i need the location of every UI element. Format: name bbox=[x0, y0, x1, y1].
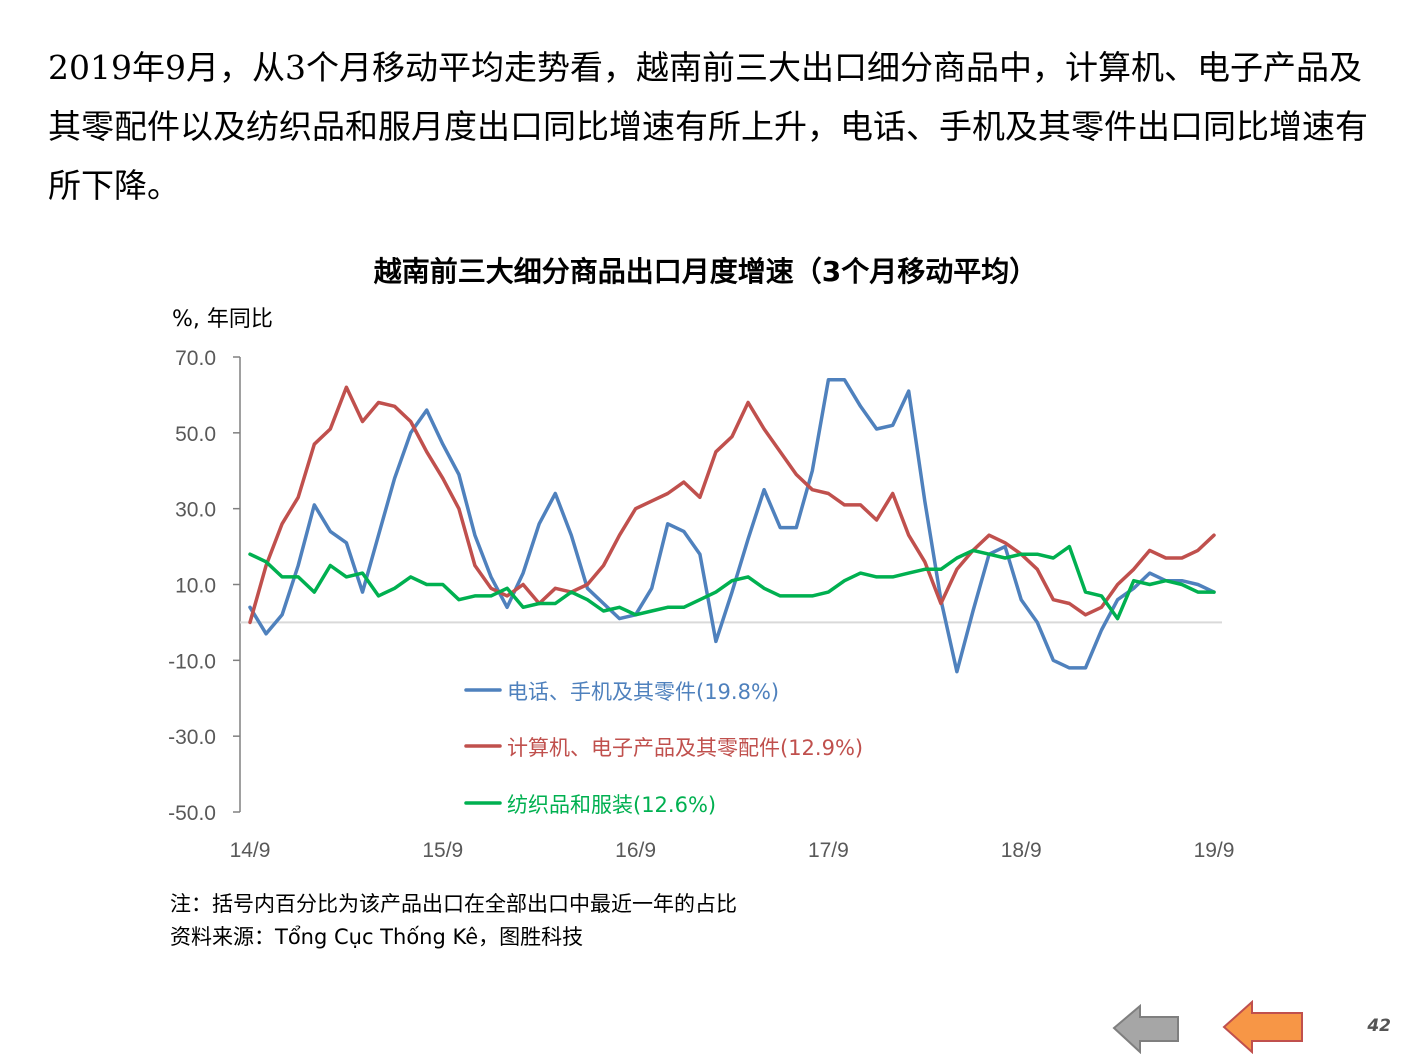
source-note: 资料来源：Tổng Cục Thống Kê，图胜科技 bbox=[170, 925, 584, 949]
series-line-1 bbox=[248, 378, 1216, 674]
x-tick-label: 17/9 bbox=[808, 839, 849, 862]
chart: %, 年同比 70.0 50.0 30.0 10.0 -10.0 -30.0 -50.0 14/… bbox=[168, 307, 1234, 862]
x-tick-label: 15/9 bbox=[422, 839, 463, 862]
y-axis-label: %, 年同比 bbox=[172, 307, 273, 332]
left-arrow-gray-icon bbox=[1112, 1004, 1179, 1054]
x-tick-label: 19/9 bbox=[1194, 839, 1235, 862]
footnote: 注：括号内百分比为该产品出口在全部出口中最近一年的占比 bbox=[170, 892, 737, 916]
x-tick-label: 16/9 bbox=[615, 839, 656, 862]
chart-legend: 电话、手机及其零件(19.8%) 计算机、电子产品及其零配件(12.9%) 纺织品和… bbox=[464, 680, 863, 817]
left-arrow-orange-icon bbox=[1222, 1000, 1303, 1054]
x-tick-label: 18/9 bbox=[1001, 839, 1042, 862]
notes: 注：括号内百分比为该产品出口在全部出口中最近一年的占比 资料来源：Tổng Cụ… bbox=[170, 888, 737, 954]
x-tick-label: 14/9 bbox=[230, 839, 271, 862]
previous-page-button[interactable] bbox=[1112, 1004, 1182, 1054]
page-number: 42 bbox=[1367, 1016, 1391, 1036]
chart-title: 越南前三大细分商品出口月度增速（3个月移动平均） bbox=[373, 255, 1038, 288]
series-line-2 bbox=[248, 385, 1216, 625]
y-tick-label: -10.0 bbox=[168, 650, 216, 673]
legend-label: 纺织品和服装(12.6%) bbox=[507, 793, 716, 817]
y-tick-label: 10.0 bbox=[175, 575, 216, 598]
legend-label: 计算机、电子产品及其零配件(12.9%) bbox=[507, 736, 863, 760]
y-tick-label: 70.0 bbox=[175, 347, 216, 370]
y-tick-label: 30.0 bbox=[175, 499, 216, 522]
series-line-3 bbox=[248, 544, 1216, 621]
y-tick-label: -50.0 bbox=[168, 802, 216, 825]
next-page-button[interactable] bbox=[1222, 1000, 1306, 1054]
chart-series bbox=[248, 378, 1216, 674]
chart-axes: %, 年同比 70.0 50.0 30.0 10.0 -10.0 -30.0 -50.0 14/… bbox=[168, 307, 1234, 862]
legend-label: 电话、手机及其零件(19.8%) bbox=[507, 680, 779, 704]
y-tick-label: -30.0 bbox=[168, 726, 216, 749]
intro-text: 2019年9月，从3个月移动平均走势看，越南前三大出口细分商品中，计算机、电子产… bbox=[48, 48, 1368, 205]
y-tick-label: 50.0 bbox=[175, 423, 216, 446]
